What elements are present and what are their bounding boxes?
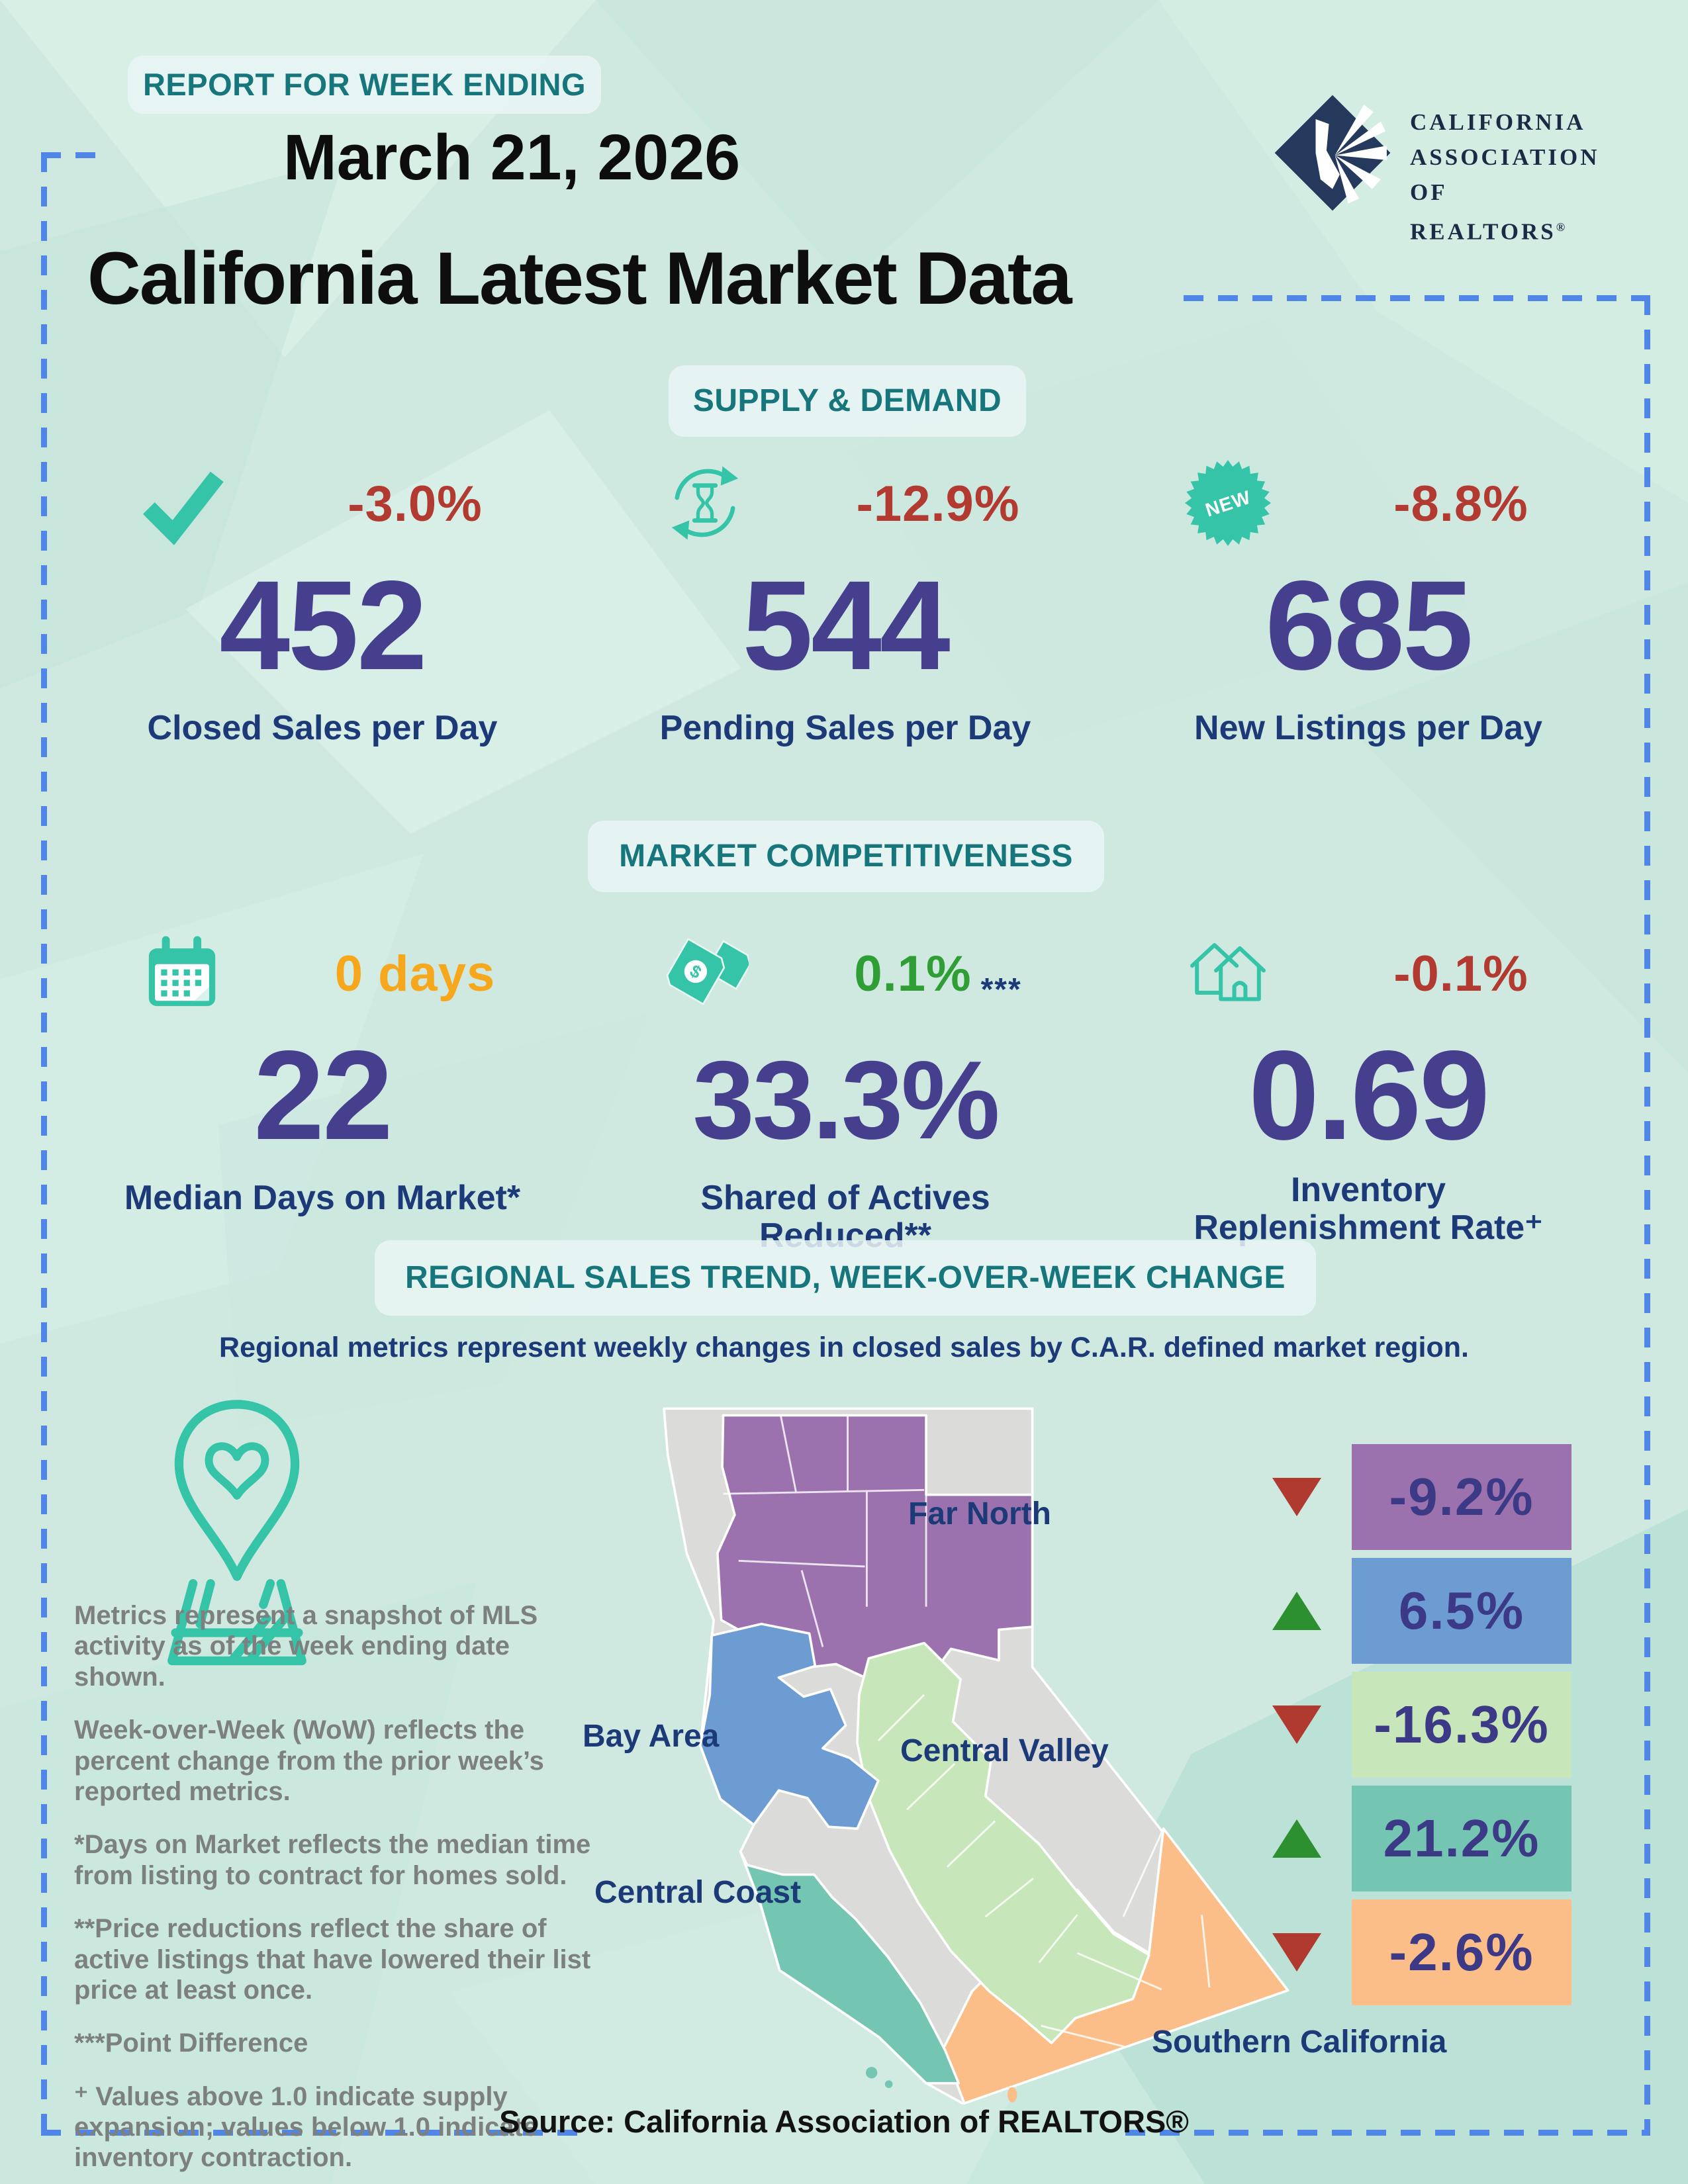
map-label-central-coast: Central Coast: [594, 1875, 802, 1910]
wow-change: 0 days: [334, 946, 496, 1002]
report-week-badge: REPORT FOR WEEK ENDING: [128, 56, 601, 114]
footnote: ⁺ Values above 1.0 indicate supply expan…: [74, 2081, 538, 2173]
metric-value: 544: [742, 554, 950, 696]
frame-dash-left: [41, 152, 47, 2135]
footnote: **Price reductions reflect the share of …: [74, 1914, 591, 2005]
metric-closed-sales: -3.0% 452 Closed Sales per Day: [91, 455, 554, 770]
frame-dash-bottom-right: [1125, 2130, 1650, 2136]
footnote: *Days on Market reflects the median time…: [74, 1830, 591, 1890]
wow-change: -8.8%: [1393, 476, 1528, 532]
map-label-central-valley: Central Valley: [900, 1733, 1109, 1768]
car-logo: CALIFORNIA ASSOCIATION OF REALTORS®: [1272, 93, 1603, 245]
page-title: California Latest Market Data: [87, 237, 1072, 320]
map-region-central-valley: [856, 1641, 1150, 2044]
metric-label: Median Days on Market*: [124, 1179, 521, 1217]
metric-new-listings: NEW -8.8% 685 New Listings per Day: [1137, 455, 1600, 770]
wow-change: -12.9%: [856, 476, 1020, 532]
metric-value: 452: [219, 554, 427, 696]
map-region-central-coast: [739, 1850, 961, 2085]
wow-change: -0.1%: [1393, 946, 1528, 1002]
california-region-map: [663, 1407, 1289, 2105]
frame-dash-top-right: [1184, 295, 1647, 301]
map-pin-heart-icon: [140, 1394, 334, 1666]
metric-pending-sales: -12.9% 544 Pending Sales per Day: [614, 455, 1077, 770]
metric-value: 33.3%: [692, 1038, 1000, 1162]
map-label-southern-california: Southern California: [1152, 2025, 1447, 2060]
regional-subtitle: Regional metrics represent weekly change…: [219, 1332, 1469, 1363]
footnote: Metrics represent a snapshot of MLS acti…: [74, 1601, 538, 1692]
houses-icon: [1184, 929, 1272, 1026]
metric-inventory-replenishment: -0.1% 0.69 Inventory Replenishment Rate⁺: [1137, 925, 1600, 1247]
metric-label: Pending Sales per Day: [659, 709, 1031, 747]
legend-value: -16.3%: [1352, 1672, 1571, 1778]
legend-value: 21.2%: [1352, 1786, 1571, 1891]
footnote: ***Point Difference: [74, 2028, 308, 2058]
calendar-icon: [138, 929, 226, 1026]
legend: -9.2% 6.5% -16.3% 21.2% -2.6%: [1272, 1444, 1571, 2013]
section-market-competitiveness: MARKET COMPETITIVENESS: [588, 821, 1104, 892]
footnote: Week-over-Week (WoW) reflects the percen…: [74, 1715, 544, 1806]
down-triangle-icon: [1272, 1706, 1321, 1744]
footnotes: Metrics represent a snapshot of MLS acti…: [74, 1600, 604, 2184]
hourglass-refresh-icon: [661, 459, 749, 556]
section-regional-sales-trend: REGIONAL SALES TREND, WEEK-OVER-WEEK CHA…: [375, 1240, 1316, 1316]
legend-row-far-north: -9.2%: [1272, 1444, 1571, 1550]
check-icon: [138, 459, 226, 556]
up-triangle-icon: [1272, 1819, 1321, 1858]
down-triangle-icon: [1272, 1933, 1321, 1972]
legend-value: -9.2%: [1352, 1444, 1571, 1550]
legend-row-bay-area: 6.5%: [1272, 1558, 1571, 1664]
wow-change: 0.1% ***: [854, 946, 1022, 1007]
map-label-far-north: Far North: [908, 1496, 1051, 1531]
map-label-bay-area: Bay Area: [583, 1719, 720, 1754]
report-date: March 21, 2026: [283, 121, 741, 193]
frame-dash-top-left: [41, 152, 107, 158]
metric-median-days: 0 days 22 Median Days on Market*: [91, 925, 554, 1240]
point-difference-asterisks: ***: [980, 972, 1022, 1007]
source-attribution: Source: California Association of REALTO…: [499, 2104, 1189, 2139]
price-tags-icon: $: [661, 929, 749, 1026]
metric-value: 22: [254, 1024, 393, 1166]
metric-value: 0.69: [1248, 1024, 1490, 1166]
legend-row-central-valley: -16.3%: [1272, 1672, 1571, 1778]
metric-value: 685: [1265, 554, 1473, 696]
car-logo-text: CALIFORNIA ASSOCIATION OF REALTORS®: [1410, 109, 1600, 245]
new-starburst-badge-icon: NEW: [1184, 459, 1272, 556]
metric-actives-reduced: $ 0.1% *** 33.3% Shared of Actives Reduce…: [614, 925, 1077, 1255]
wow-change: -3.0%: [348, 476, 483, 532]
metric-label: Closed Sales per Day: [147, 709, 498, 747]
frame-dash-right: [1644, 295, 1650, 2136]
frame-dash-bottom-left: [41, 2130, 589, 2136]
legend-row-southern-california: -2.6%: [1272, 1899, 1571, 2005]
legend-value: -2.6%: [1352, 1899, 1571, 2005]
legend-row-central-coast: 21.2%: [1272, 1786, 1571, 1891]
up-triangle-icon: [1272, 1592, 1321, 1630]
map-region-bay-area: [699, 1622, 880, 1830]
metric-label: Inventory Replenishment Rate⁺: [1194, 1171, 1543, 1248]
car-logo-diamond-icon: [1274, 95, 1391, 211]
legend-value: 6.5%: [1352, 1558, 1571, 1664]
metric-label: New Listings per Day: [1194, 709, 1542, 747]
section-supply-demand: SUPPLY & DEMAND: [669, 365, 1026, 437]
down-triangle-icon: [1272, 1478, 1321, 1516]
